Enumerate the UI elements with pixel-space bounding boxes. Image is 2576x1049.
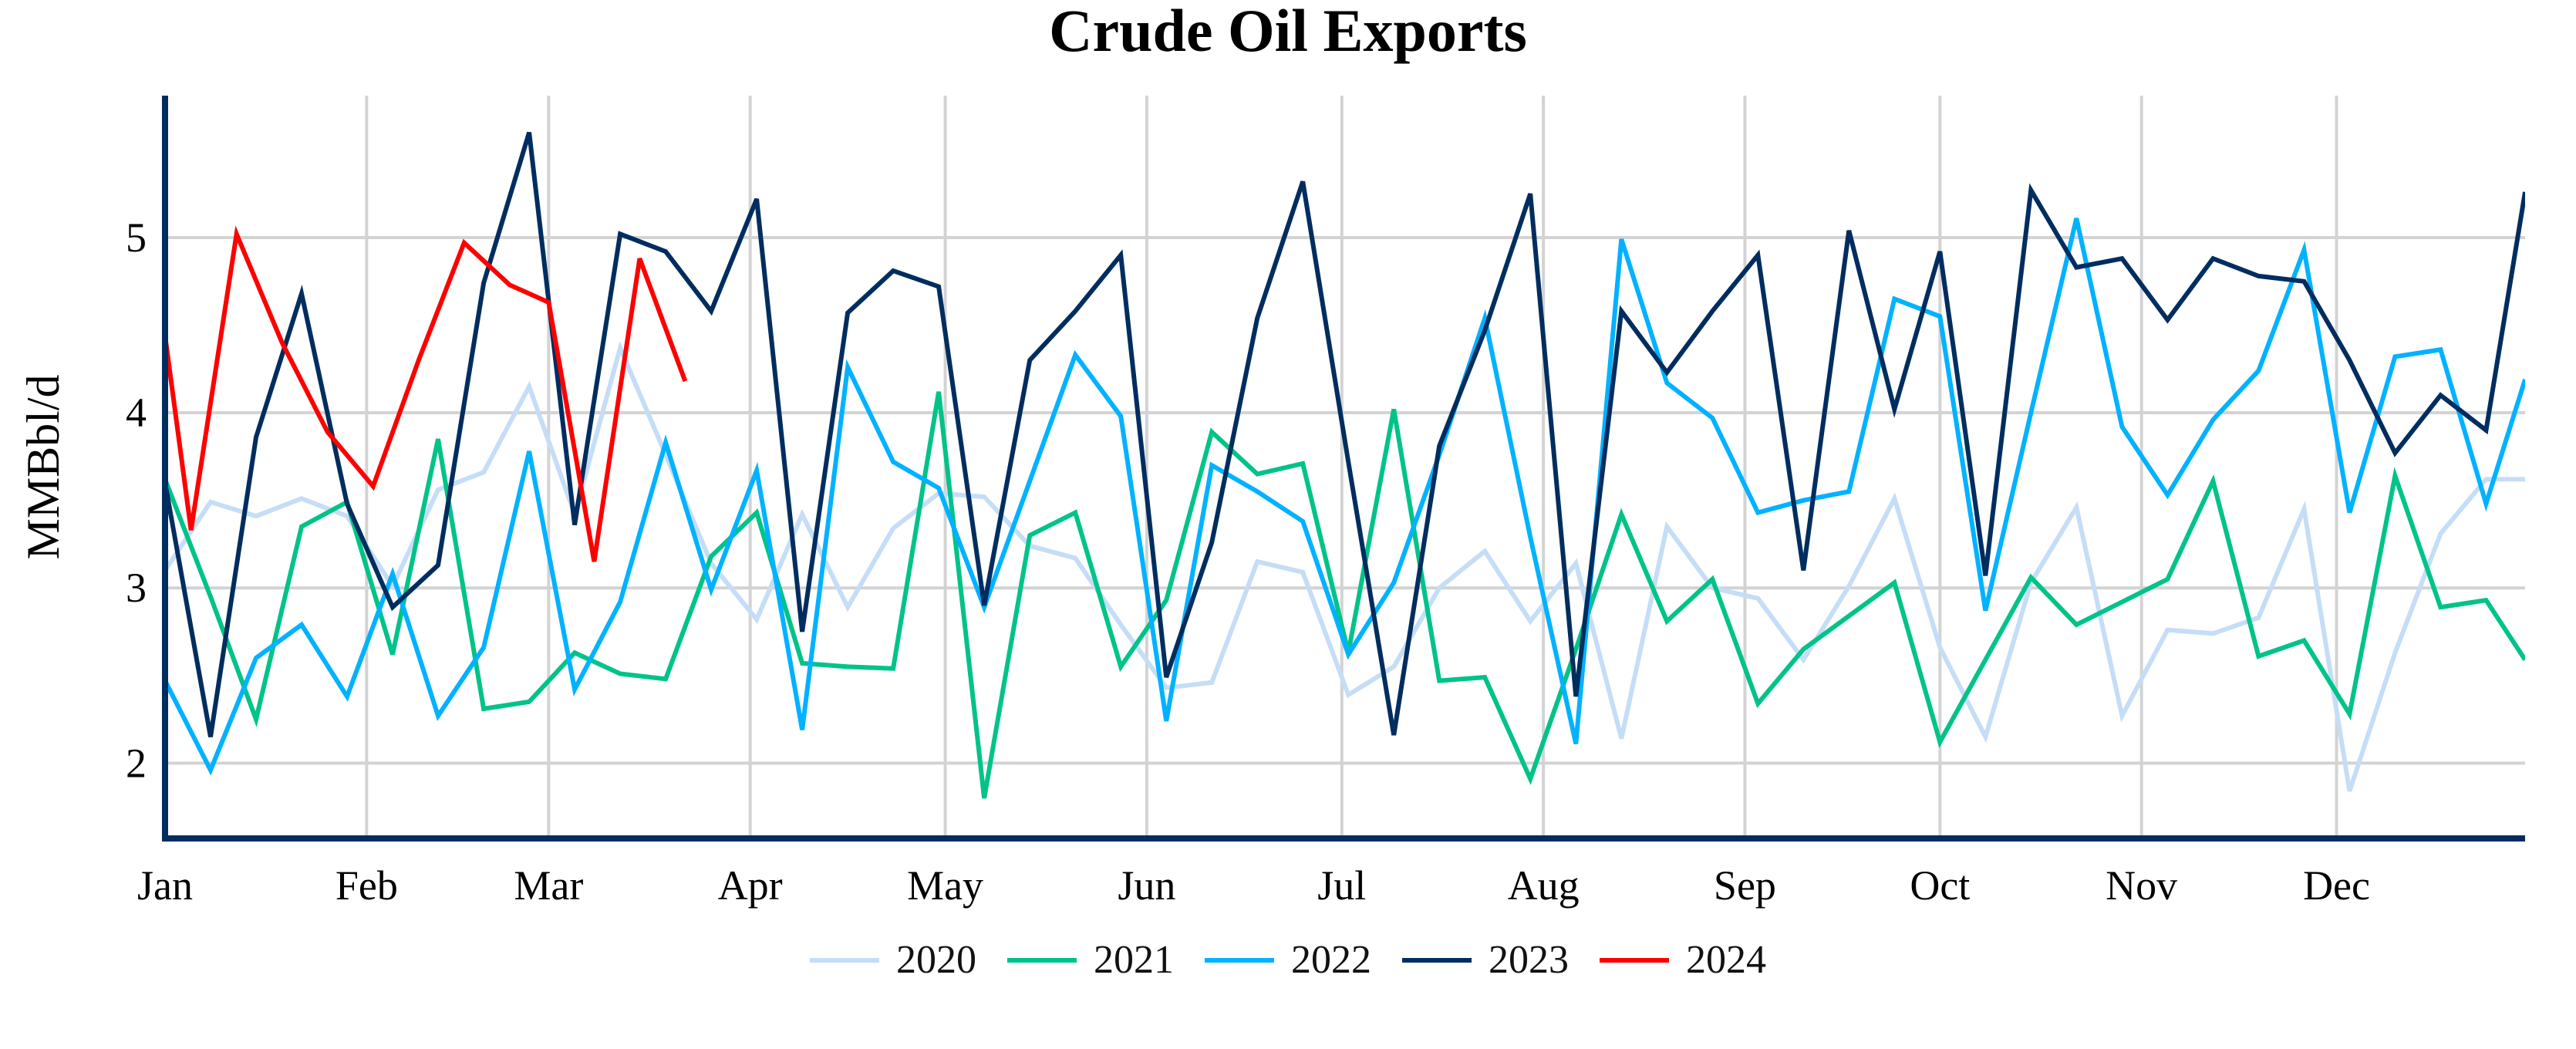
series-line-2023 (165, 131, 2525, 737)
x-tick-label: Aug (1508, 862, 1580, 909)
series-line-2024 (165, 225, 688, 562)
x-tick-label: Mar (514, 862, 583, 909)
legend-label: 2024 (1686, 938, 1766, 982)
x-tick-label: Jun (1118, 862, 1175, 909)
legend-label: 2023 (1489, 938, 1569, 982)
legend-label: 2021 (1094, 938, 1174, 982)
legend-item-2021: 2021 (1007, 937, 1174, 983)
legend-swatch (1007, 957, 1077, 963)
x-tick-label: Jul (1317, 862, 1366, 909)
y-tick-label: 3 (126, 565, 147, 611)
legend-item-2023: 2023 (1402, 937, 1569, 983)
chart-title: Crude Oil Exports (1049, 0, 1527, 64)
legend-item-2024: 2024 (1600, 937, 1766, 983)
y-tick-label: 4 (126, 390, 147, 436)
legend-label: 2020 (896, 938, 976, 982)
y-axis-label: MMBbl/d (18, 374, 69, 559)
legend-item-2020: 2020 (810, 937, 976, 983)
line-chart: 2 3 4 5 Jan Feb Mar Apr May Jun Jul Aug Sep Oct Nov Dec… (18, 96, 2525, 909)
legend-swatch (1600, 957, 1669, 963)
legend-swatch (1205, 957, 1274, 963)
x-tick-label: Feb (335, 862, 398, 909)
series-line-2020 (165, 340, 2525, 792)
x-tick-label: May (907, 862, 983, 909)
series-line-2022 (165, 218, 2525, 776)
y-tick-label: 5 (126, 214, 147, 261)
y-tick-label: 2 (126, 740, 147, 786)
x-tick-label: Jan (137, 862, 193, 909)
x-tick-label: Nov (2106, 862, 2177, 909)
x-tick-label: Oct (1910, 862, 1970, 909)
legend-swatch (1402, 957, 1472, 963)
x-tick-label: Sep (1714, 862, 1776, 909)
legend-label: 2022 (1291, 938, 1371, 982)
x-tick-label: Apr (718, 862, 783, 909)
legend-swatch (810, 957, 879, 963)
x-tick-label: Dec (2303, 862, 2370, 909)
legend-item-2022: 2022 (1205, 937, 1371, 983)
legend: 2020 2021 2022 2023 2024 (0, 937, 2576, 983)
